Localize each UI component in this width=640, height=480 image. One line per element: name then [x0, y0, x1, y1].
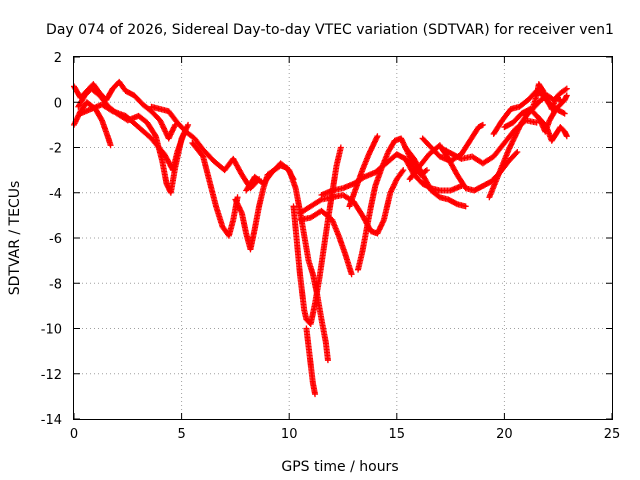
series-arc-12	[296, 207, 355, 278]
series-arc-10	[303, 325, 319, 398]
chart-title: Day 074 of 2026, Sidereal Day-to-day VTE…	[46, 22, 614, 38]
series-arc-6	[189, 139, 241, 239]
data-point	[561, 110, 568, 117]
data-marks	[71, 78, 570, 398]
series-arc-3	[75, 85, 192, 196]
x-tick-label: 25	[604, 427, 621, 442]
series-arc-19	[441, 117, 540, 167]
y-tick-label: -4	[49, 187, 62, 202]
data-point	[562, 86, 569, 93]
y-tick-label: 0	[54, 96, 62, 111]
data-point	[400, 167, 407, 174]
y-tick-label: -2	[49, 142, 62, 157]
y-tick-label: -12	[41, 368, 62, 383]
series-arc-1	[71, 78, 179, 142]
y-tick-label: -14	[41, 413, 62, 428]
data-point	[151, 131, 158, 138]
series-arc-4	[77, 101, 187, 174]
x-tick-label: 20	[496, 427, 513, 442]
data-point	[317, 197, 324, 204]
series-arc-8	[243, 160, 331, 364]
data-point	[423, 167, 430, 174]
y-axis-label: SDTVAR / TECUs	[7, 181, 23, 296]
y-tick-label: -8	[49, 277, 62, 292]
data-point	[557, 96, 564, 103]
data-point	[563, 92, 570, 99]
data-point	[513, 150, 520, 157]
data-point	[312, 391, 319, 398]
series-arc-24	[501, 106, 568, 135]
x-tick-label: 15	[389, 427, 406, 442]
data-point	[514, 149, 521, 156]
y-tick-label: 2	[54, 51, 62, 66]
series-arc-15	[346, 133, 381, 210]
data-point	[462, 203, 469, 210]
data-point	[479, 121, 486, 128]
series-arc-5	[148, 103, 263, 192]
x-axis-tick-labels: 0 5 10 15 20 25	[70, 427, 620, 442]
data-point	[107, 142, 114, 149]
x-tick-label: 10	[281, 427, 298, 442]
x-tick-label: 0	[70, 427, 78, 442]
data-point	[422, 168, 429, 175]
data-point	[337, 144, 344, 151]
data-point	[435, 193, 442, 200]
series-arc-22	[522, 81, 564, 119]
y-tick-label: -10	[41, 323, 62, 338]
data-point	[185, 121, 192, 128]
x-axis-label: GPS time / hours	[281, 459, 398, 475]
data-point	[399, 168, 406, 175]
y-axis-tick-labels: 2 0 -2 -4 -6 -8 -10 -12 -14	[41, 51, 62, 428]
data-point	[374, 133, 381, 140]
data-point	[563, 133, 570, 140]
x-tick-label: 5	[177, 427, 185, 442]
data-point	[563, 85, 570, 92]
data-point	[348, 271, 355, 278]
plot-frame	[73, 56, 613, 420]
y-tick-label: -6	[49, 232, 62, 247]
data-point	[324, 357, 331, 364]
axis-ticks	[73, 56, 613, 420]
